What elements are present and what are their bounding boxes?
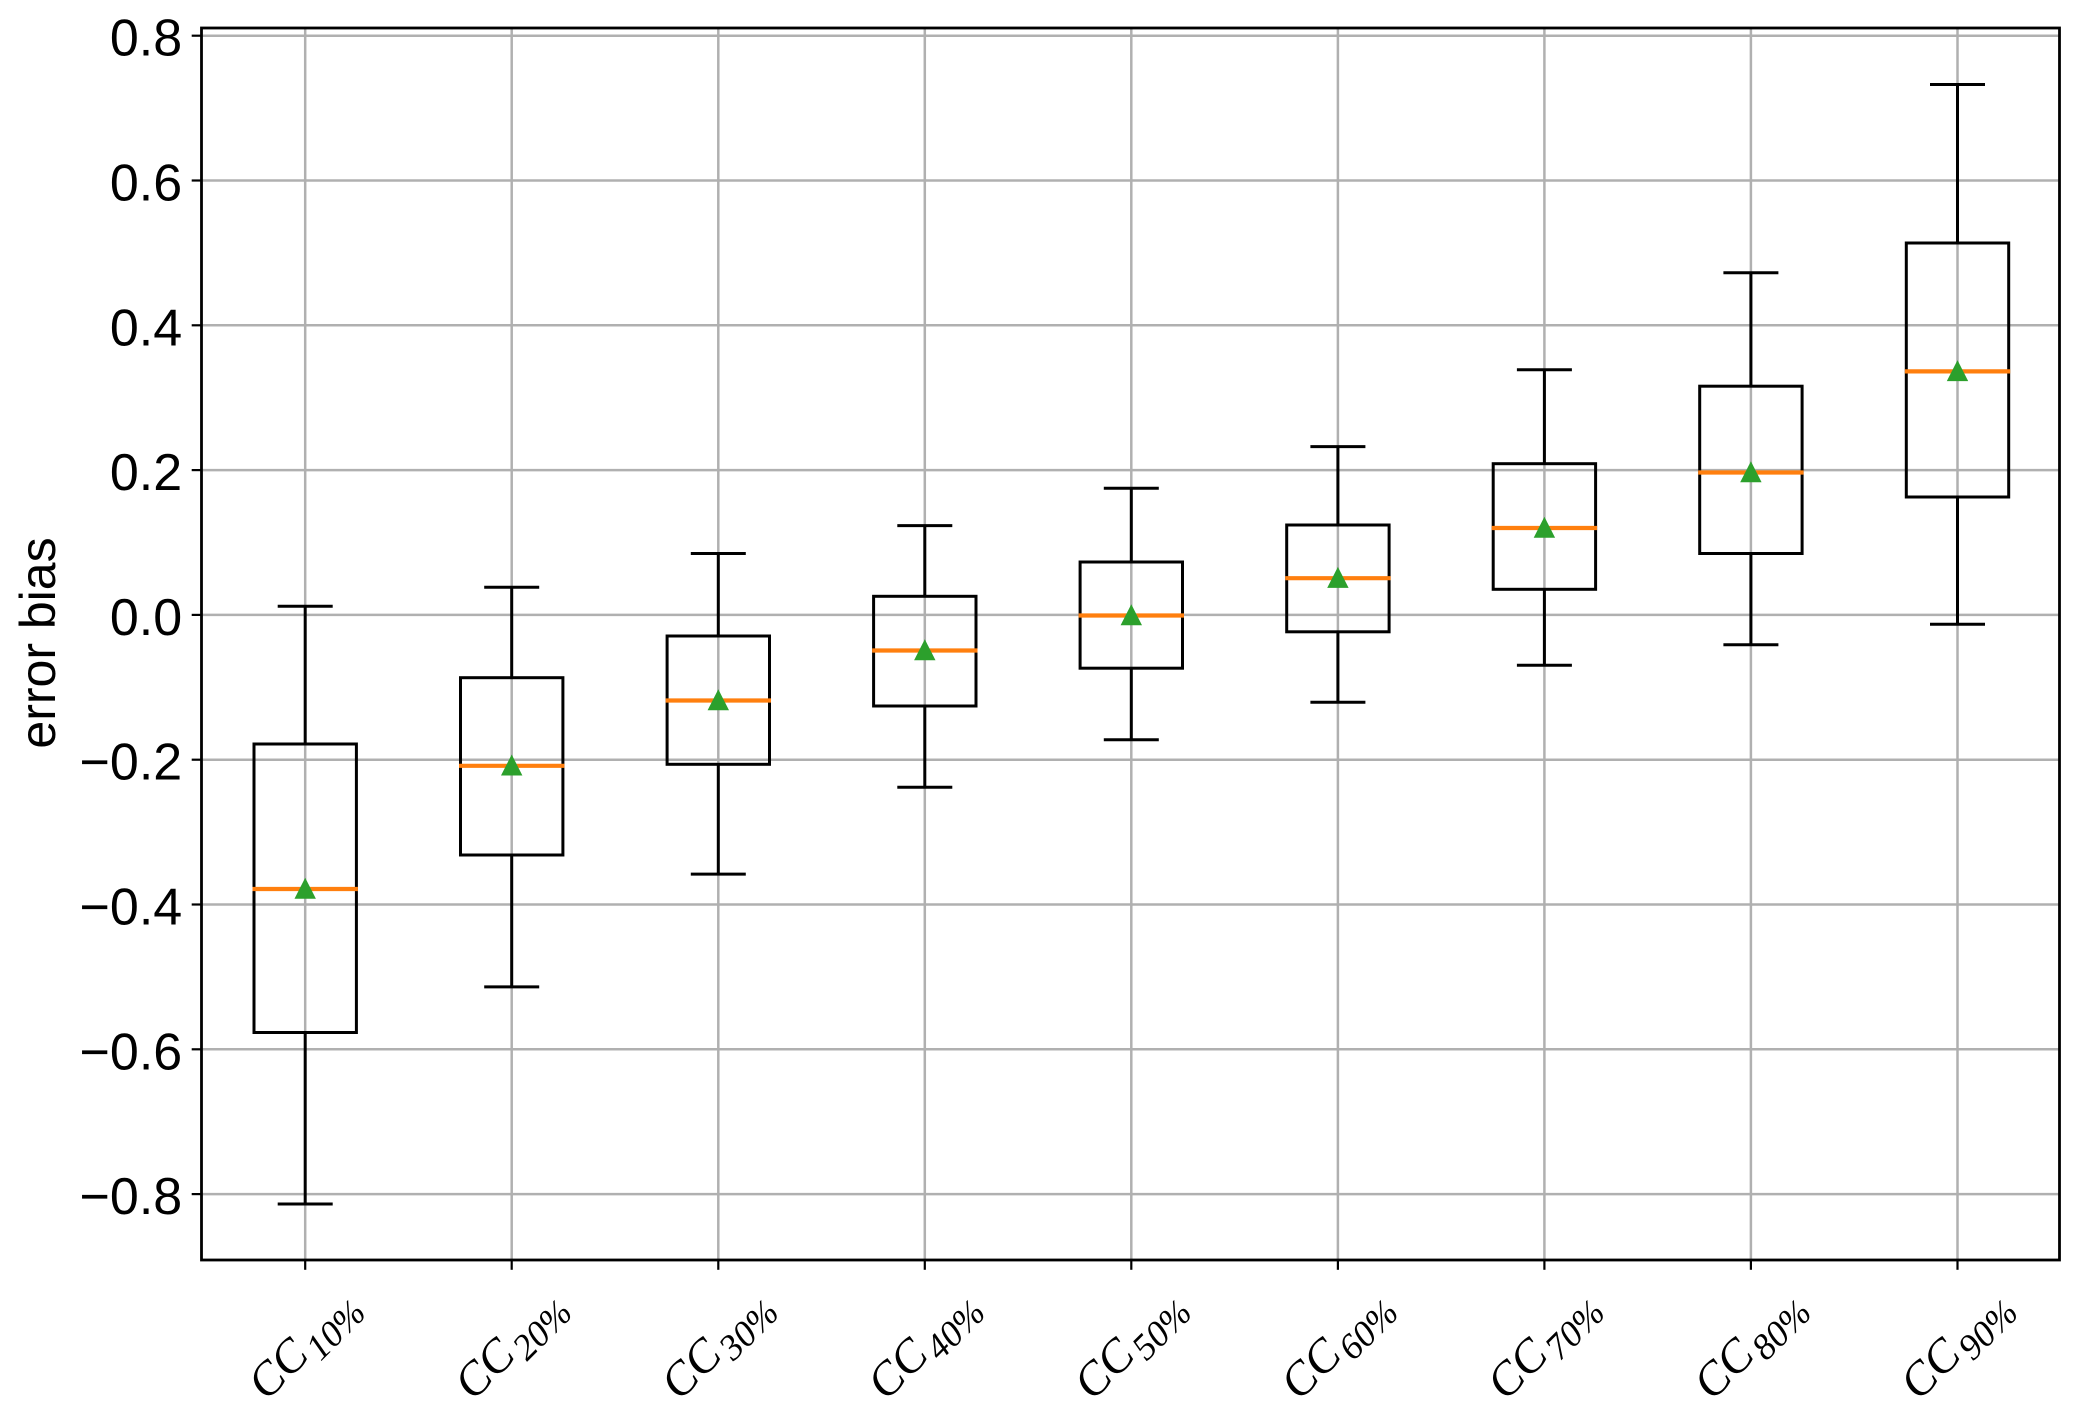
svg-text:0.0: 0.0 (110, 589, 182, 647)
svg-text:CC70%: CC70% (1477, 1279, 1613, 1415)
svg-text:−0.8: −0.8 (80, 1168, 183, 1226)
svg-text:−0.4: −0.4 (80, 879, 183, 937)
svg-text:CC90%: CC90% (1890, 1279, 2026, 1415)
svg-text:0.2: 0.2 (110, 444, 182, 502)
svg-text:−0.6: −0.6 (80, 1023, 183, 1081)
svg-text:error bias: error bias (10, 537, 66, 748)
svg-text:0.4: 0.4 (110, 299, 182, 357)
svg-text:CC40%: CC40% (857, 1279, 993, 1415)
svg-text:0.6: 0.6 (110, 155, 182, 213)
svg-text:−0.2: −0.2 (80, 734, 183, 792)
svg-text:CC10%: CC10% (238, 1279, 374, 1415)
svg-text:CC20%: CC20% (444, 1279, 580, 1415)
svg-text:CC50%: CC50% (1064, 1279, 1200, 1415)
svg-text:0.8: 0.8 (110, 10, 182, 68)
svg-text:CC60%: CC60% (1270, 1279, 1406, 1415)
svg-text:CC80%: CC80% (1683, 1279, 1819, 1415)
svg-text:CC30%: CC30% (651, 1279, 787, 1415)
